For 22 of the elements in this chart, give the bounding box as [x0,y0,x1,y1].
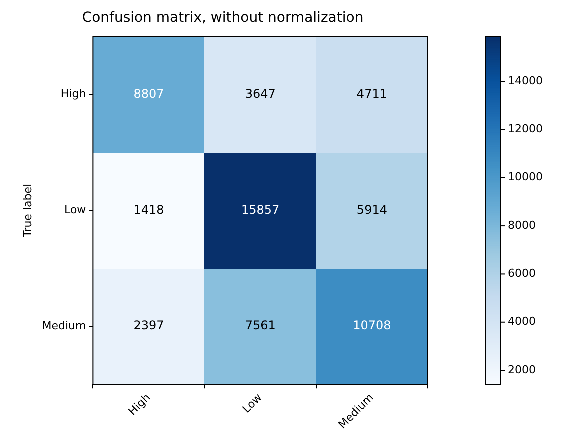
color-bar-label: 10000 [508,170,543,184]
data-label: 3647 [245,86,276,101]
color-bar-label: 14000 [508,74,543,88]
color-bar-label: 4000 [508,315,536,328]
x-tick-label: Low [240,391,265,416]
color-bar-label: 12000 [508,122,543,136]
y-tick-label: Low [64,204,86,217]
data-label: 4711 [356,86,388,101]
data-label: 8807 [134,86,164,101]
data-label: 7561 [245,318,276,333]
y-tick-label: Medium [42,319,86,332]
color-bar-label: 2000 [508,363,536,376]
y-tick-label: High [60,88,86,101]
data-label: 5914 [356,202,388,217]
color-bar-label: 6000 [508,267,536,280]
data-label: 10708 [353,318,392,333]
data-label: 15857 [242,202,280,217]
color-bar-label: 8000 [508,218,536,232]
y-axis-title: True label [21,184,34,238]
chart-title: Confusion matrix, without normalization [82,10,364,26]
data-label: 2397 [134,318,164,333]
data-label: 1418 [134,202,164,217]
